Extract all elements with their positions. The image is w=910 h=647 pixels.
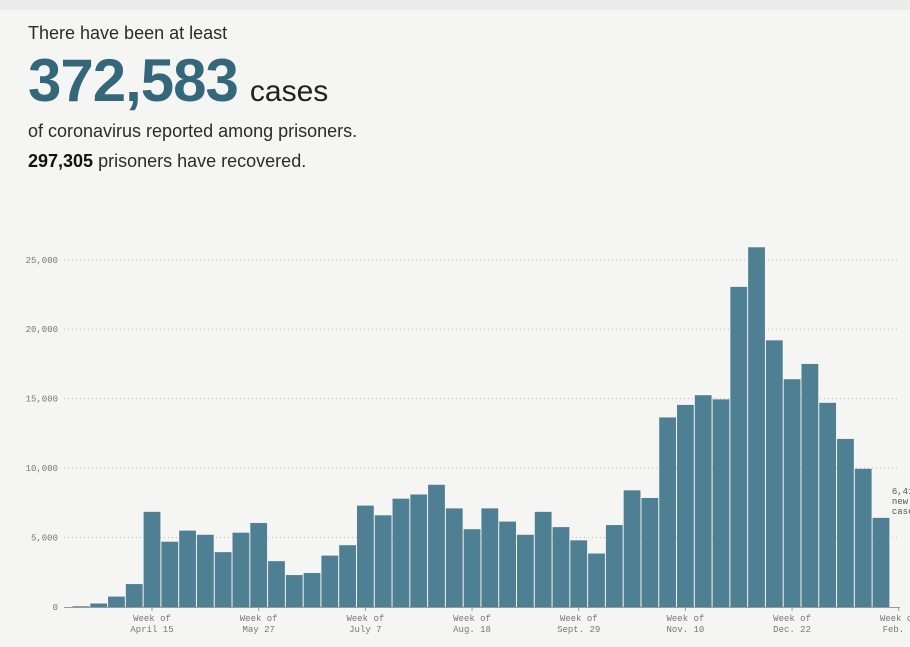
- bar: [872, 517, 890, 607]
- total-cases-unit: cases: [249, 75, 329, 108]
- bar: [214, 552, 232, 607]
- bar: [694, 395, 712, 607]
- bar: [552, 527, 570, 607]
- bar: [374, 515, 392, 607]
- bar: [659, 417, 677, 607]
- x-tick-label-line2: May 27: [242, 625, 274, 635]
- bar: [765, 340, 783, 607]
- x-tick-label-line2: July 7: [349, 625, 381, 635]
- last-bar-annotation: 6,418newcases: [892, 487, 910, 517]
- y-tick-label: 25,000: [26, 256, 58, 266]
- x-tick-label-line1: Week of: [560, 614, 598, 624]
- bar: [179, 530, 196, 607]
- bar: [481, 508, 499, 607]
- recovered-number: 297,305: [28, 151, 94, 171]
- x-tick-label-line1: Week of: [133, 614, 171, 624]
- bar: [72, 606, 90, 607]
- bar: [196, 534, 214, 607]
- bar: [268, 561, 285, 607]
- bar: [854, 468, 872, 607]
- bar: [517, 534, 534, 607]
- x-tick-label-line2: Nov. 10: [667, 625, 705, 635]
- bar: [463, 529, 481, 607]
- bar: [730, 286, 748, 607]
- bar: [285, 575, 303, 607]
- bar: [356, 505, 374, 607]
- annotation-line3: cases: [892, 507, 910, 517]
- bar: [801, 363, 819, 607]
- x-tick-label-line1: Week of: [453, 614, 491, 624]
- total-cases-number: 372,583: [28, 47, 239, 114]
- bar: [143, 511, 161, 607]
- y-tick-label: 15,000: [26, 395, 58, 405]
- top-strip: [0, 0, 910, 10]
- bar: [534, 511, 552, 607]
- bar: [677, 404, 694, 607]
- y-tick-label: 5,000: [31, 534, 58, 544]
- recovered-line: 297,305 prisoners have recovered.: [28, 150, 357, 172]
- bar: [339, 545, 356, 607]
- bar: [748, 247, 765, 607]
- x-tick-label-line1: Week of: [880, 614, 910, 624]
- bar: [392, 498, 410, 607]
- bar: [250, 522, 268, 607]
- x-tick-label-line1: Week of: [346, 614, 384, 624]
- y-tick-label: 10,000: [26, 464, 58, 474]
- annotation-value: 6,418: [892, 487, 910, 497]
- x-axis: [64, 607, 900, 611]
- bar: [232, 532, 250, 607]
- summary-header: There have been at least 372,583 cases o…: [28, 22, 357, 172]
- bar: [410, 494, 428, 607]
- annotation-line2: new: [892, 497, 909, 507]
- total-cases-line: 372,583 cases: [28, 50, 357, 112]
- chart-bars: [72, 247, 890, 607]
- bar: [641, 497, 659, 607]
- y-tick-label: 0: [53, 603, 58, 613]
- bar: [321, 555, 339, 607]
- bar: [605, 525, 623, 607]
- bar: [161, 541, 179, 607]
- bar: [712, 399, 730, 607]
- x-tick-label-line1: Week of: [667, 614, 705, 624]
- x-tick-label-line2: April 15: [130, 625, 173, 635]
- bar: [570, 540, 588, 607]
- x-tick-label-line1: Week of: [240, 614, 278, 624]
- bar: [819, 402, 837, 607]
- x-tick-label-line2: Sept. 29: [557, 625, 600, 635]
- subtitle-text: of coronavirus reported among prisoners.: [28, 121, 358, 141]
- bar: [90, 603, 108, 607]
- bar: [445, 508, 463, 607]
- y-tick-label: 20,000: [26, 325, 58, 335]
- x-tick-label-line2: Feb. 2: [883, 625, 910, 635]
- lead-text: There have been at least: [28, 23, 228, 43]
- x-tick-label-line1: Week of: [773, 614, 811, 624]
- x-tick-label-line2: Dec. 22: [773, 625, 811, 635]
- bar: [125, 584, 143, 607]
- bar: [428, 484, 445, 607]
- bar: [499, 521, 516, 607]
- bar: [837, 438, 854, 607]
- bar: [783, 379, 801, 607]
- recovered-text: prisoners have recovered.: [98, 151, 307, 171]
- bar: [108, 596, 125, 607]
- bar: [303, 572, 321, 607]
- bar: [588, 553, 605, 607]
- bar: [623, 490, 641, 607]
- y-axis-labels: 0 5,000 10,000 15,000 20,000 25,000: [26, 256, 58, 613]
- x-tick-label-line2: Aug. 18: [453, 625, 491, 635]
